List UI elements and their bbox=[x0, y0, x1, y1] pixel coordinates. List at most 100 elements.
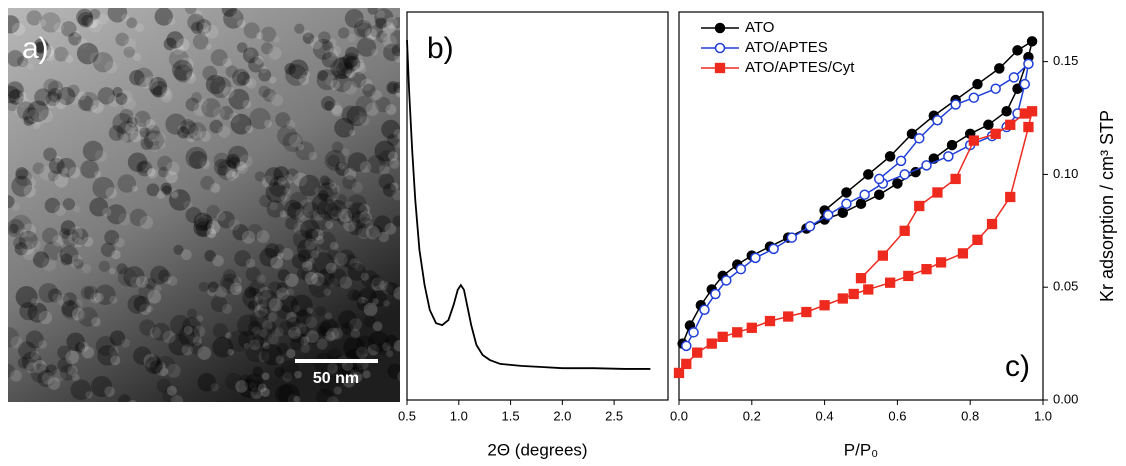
texture-wall bbox=[118, 213, 131, 226]
texture-pore bbox=[353, 364, 364, 375]
texture-pore bbox=[92, 52, 114, 73]
texture-wall bbox=[399, 25, 400, 31]
x-tick-label: 0.4 bbox=[816, 408, 834, 423]
texture-wall bbox=[201, 160, 211, 170]
texture-pore bbox=[43, 147, 57, 162]
x-tick-label: 0.2 bbox=[743, 408, 761, 423]
texture-pore bbox=[295, 309, 312, 326]
texture-pore bbox=[27, 100, 49, 122]
texture-pore bbox=[354, 217, 375, 238]
marker bbox=[681, 340, 692, 352]
texture-pore bbox=[129, 69, 145, 86]
marker bbox=[943, 151, 954, 162]
texture-wall bbox=[130, 276, 141, 288]
marker bbox=[841, 187, 852, 198]
texture-wall bbox=[70, 97, 79, 105]
x-tick-label: 1.0 bbox=[450, 408, 468, 423]
texture-pore bbox=[375, 342, 388, 355]
texture-pore bbox=[254, 171, 266, 182]
texture-pore bbox=[258, 327, 273, 341]
texture-wall bbox=[199, 130, 211, 142]
texture-wall bbox=[38, 340, 47, 349]
texture-pore bbox=[387, 82, 398, 93]
texture-pore bbox=[305, 228, 319, 242]
marker bbox=[1005, 191, 1016, 203]
texture-pore bbox=[274, 244, 285, 255]
texture-pore bbox=[318, 182, 338, 202]
texture-pore bbox=[77, 11, 94, 28]
texture-pore bbox=[276, 125, 298, 146]
texture-wall bbox=[147, 289, 162, 304]
marker bbox=[837, 293, 848, 304]
texture-pore bbox=[106, 204, 127, 225]
texture-pore bbox=[139, 127, 150, 138]
texture-pore bbox=[332, 73, 352, 93]
texture-wall bbox=[26, 178, 37, 188]
marker bbox=[950, 173, 961, 185]
texture-pore bbox=[22, 107, 40, 125]
texture-wall bbox=[85, 391, 93, 399]
texture-pore bbox=[213, 158, 231, 176]
texture-wall bbox=[363, 302, 378, 317]
texture-wall bbox=[300, 199, 314, 213]
texture-wall bbox=[393, 340, 400, 352]
texture-wall bbox=[108, 94, 121, 108]
texture-pore bbox=[8, 195, 15, 209]
texture-pore bbox=[277, 342, 289, 355]
texture-pore bbox=[18, 230, 38, 250]
texture-pore bbox=[358, 287, 377, 306]
texture-pore bbox=[238, 378, 259, 398]
texture-wall bbox=[301, 260, 313, 272]
texture-wall bbox=[93, 292, 104, 303]
texture-wall bbox=[193, 102, 208, 117]
texture-pore bbox=[112, 112, 133, 134]
texture-pore bbox=[386, 134, 399, 146]
texture-pore bbox=[195, 220, 212, 237]
texture-wall bbox=[359, 203, 371, 215]
texture-pore bbox=[116, 263, 128, 275]
texture-wall bbox=[189, 125, 203, 138]
texture-pore bbox=[310, 209, 332, 231]
texture-pore bbox=[204, 250, 216, 262]
texture-pore bbox=[61, 300, 79, 318]
texture-pore bbox=[232, 68, 250, 87]
texture-pore bbox=[8, 218, 25, 238]
texture-wall bbox=[245, 125, 253, 134]
texture-wall bbox=[105, 187, 118, 199]
texture-pore bbox=[261, 42, 274, 55]
texture-pore bbox=[260, 26, 277, 43]
marker bbox=[1001, 106, 1012, 117]
texture-wall bbox=[254, 293, 263, 301]
texture-wall bbox=[364, 27, 378, 40]
texture-wall bbox=[297, 143, 304, 151]
texture-pore bbox=[296, 267, 310, 280]
marker bbox=[899, 225, 910, 236]
texture-wall bbox=[94, 170, 101, 178]
texture-wall bbox=[41, 372, 55, 385]
texture-pore bbox=[273, 166, 289, 182]
texture-wall bbox=[81, 264, 92, 274]
texture-wall bbox=[160, 367, 169, 377]
marker bbox=[892, 178, 903, 189]
texture-pore bbox=[48, 288, 63, 303]
texture-pore bbox=[352, 210, 371, 229]
texture-wall bbox=[44, 49, 56, 62]
texture-wall bbox=[331, 327, 344, 340]
texture-wall bbox=[338, 208, 353, 223]
texture-pore bbox=[213, 152, 230, 169]
texture-wall bbox=[249, 381, 257, 390]
texture-pore bbox=[83, 285, 98, 300]
texture-pore bbox=[139, 319, 156, 336]
texture-pore bbox=[277, 269, 290, 282]
texture-pore bbox=[193, 212, 213, 232]
texture-wall bbox=[54, 156, 62, 163]
texture-wall bbox=[326, 196, 335, 205]
texture-pore bbox=[351, 290, 362, 301]
marker bbox=[721, 275, 732, 286]
texture-wall bbox=[350, 216, 362, 228]
texture-wall bbox=[77, 38, 89, 49]
texture-wall bbox=[287, 394, 299, 402]
texture-pore bbox=[368, 331, 389, 352]
texture-pore bbox=[386, 81, 400, 95]
texture-pore bbox=[32, 251, 50, 268]
